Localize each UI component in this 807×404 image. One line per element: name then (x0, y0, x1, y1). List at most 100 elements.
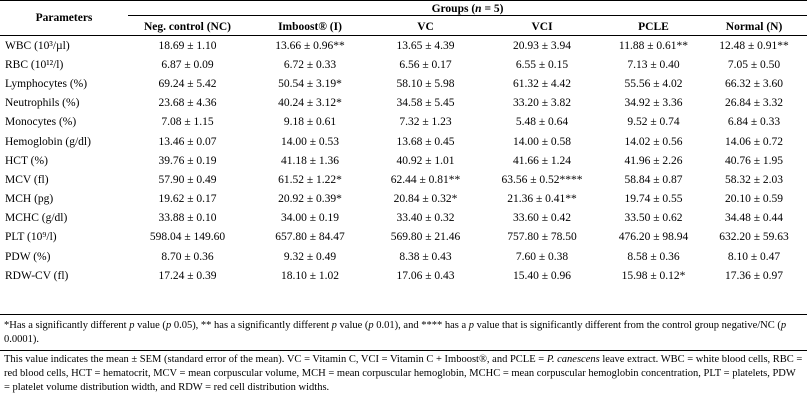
value-cell: 34.92 ± 3.36 (624, 97, 683, 110)
parameter-cell: RBC (10¹²/l) (5, 58, 64, 71)
column-header: Normal (N) (725, 20, 783, 33)
value-cell: 14.00 ± 0.58 (512, 135, 572, 148)
table-notes: *Has a significantly different p value (… (0, 319, 807, 395)
table-row: WBC (10³/µl) 18.69 ± 1.10 13.66 ± 0.96** 13… (0, 36, 807, 56)
value-cell: 14.00 ± 0.53 (280, 135, 340, 148)
value-cell: 18.10 ± 1.02 (280, 269, 340, 282)
value-cell: 19.62 ± 0.17 (158, 193, 217, 206)
column-header: Neg. control (NC) (144, 20, 231, 33)
value-cell: 632.20 ± 59.63 (719, 231, 789, 244)
value-cell: 57.90 ± 0.49 (158, 173, 217, 186)
value-cell: 757.80 ± 78.50 (507, 231, 577, 244)
value-cell: 69.24 ± 5.42 (158, 77, 217, 90)
table-row: HCT (%) 39.76 ± 0.19 41.18 ± 1.36 40.92 ± 1… (0, 151, 807, 170)
value-cell: 55.56 ± 4.02 (624, 77, 683, 90)
value-cell: 7.13 ± 0.40 (627, 58, 680, 71)
column-header: PCLE (638, 20, 669, 33)
value-cell: 41.96 ± 2.26 (624, 154, 683, 167)
column-header: VCI (531, 20, 553, 33)
value-cell: 26.84 ± 3.32 (725, 97, 784, 110)
value-cell: 17.36 ± 0.97 (725, 269, 784, 282)
parameter-cell: MCH (pg) (5, 193, 54, 206)
table-row: RBC (10¹²/l) 6.87 ± 0.09 6.72 ± 0.33 6.56 ±… (0, 55, 807, 74)
abbreviation-note: This value indicates the mean ± SEM (sta… (4, 354, 803, 393)
value-cell: 41.66 ± 1.24 (512, 154, 572, 167)
value-cell: 7.05 ± 0.50 (727, 58, 781, 71)
parameter-cell: MCHC (g/dl) (5, 212, 68, 225)
value-cell: 33.88 ± 0.10 (158, 212, 217, 225)
value-cell: 15.98 ± 0.12* (621, 269, 686, 282)
value-cell: 39.76 ± 0.19 (158, 154, 217, 167)
parameter-cell: RDW-CV (fl) (5, 269, 69, 282)
value-cell: 6.87 ± 0.09 (161, 58, 214, 71)
value-cell: 6.84 ± 0.33 (727, 116, 781, 129)
value-cell: 18.69 ± 1.10 (158, 39, 217, 52)
value-cell: 41.18 ± 1.36 (280, 154, 340, 167)
groups-header-label: Groups (n = 5) (128, 3, 807, 16)
value-cell: 21.36 ± 0.41** (507, 193, 577, 206)
value-cell: 40.92 ± 1.01 (396, 154, 455, 167)
groups-header: Groups (n = 5) (128, 0, 807, 18)
parameters-header: Parameters (0, 0, 128, 36)
parameter-cell: PDW (%) (5, 250, 51, 263)
value-cell: 33.60 ± 0.42 (512, 212, 572, 225)
value-cell: 11.88 ± 0.61** (618, 39, 689, 52)
value-cell: 58.32 ± 2.03 (725, 173, 784, 186)
value-cell: 66.32 ± 3.60 (725, 77, 784, 90)
value-cell: 34.48 ± 0.44 (725, 212, 784, 225)
value-cell: 476.20 ± 98.94 (618, 231, 689, 244)
parameter-cell: HCT (%) (5, 154, 48, 167)
value-cell: 8.10 ± 0.47 (727, 250, 781, 263)
value-cell: 40.24 ± 3.12* (278, 97, 342, 110)
parameter-cell: Monocytes (%) (5, 116, 77, 129)
value-cell: 20.10 ± 0.59 (725, 193, 784, 206)
value-cell: 17.24 ± 0.39 (158, 269, 217, 282)
column-header: VC (417, 20, 434, 33)
value-cell: 33.20 ± 3.82 (512, 97, 572, 110)
table-row: PLT (10⁹/l) 598.04 ± 149.60 657.80 ± 84.47… (0, 228, 807, 247)
column-header-row: Neg. control (NC) Imboost® (I) VC VCI PCLE No… (0, 18, 807, 36)
parameter-cell: Lymphocytes (%) (5, 77, 88, 90)
significance-note: *Has a significantly different p value (… (4, 320, 787, 345)
value-cell: 58.10 ± 5.98 (396, 77, 455, 90)
table-row: PDW (%) 8.70 ± 0.36 9.32 ± 0.49 8.38 ± 0.43… (0, 247, 807, 266)
value-cell: 7.08 ± 1.15 (161, 116, 214, 129)
parameter-cell: MCV (fl) (5, 173, 49, 186)
table-row: Monocytes (%) 7.08 ± 1.15 9.18 ± 0.61 7.32 … (0, 113, 807, 132)
value-cell: 7.32 ± 1.23 (399, 116, 452, 129)
value-cell: 63.56 ± 0.52**** (501, 173, 583, 186)
value-cell: 6.55 ± 0.15 (515, 58, 569, 71)
value-cell: 6.56 ± 0.17 (399, 58, 452, 71)
parameter-cell: WBC (10³/µl) (5, 39, 70, 52)
value-cell: 13.66 ± 0.96** (275, 39, 345, 52)
table-row: Neutrophils (%) 23.68 ± 4.36 40.24 ± 3.12*… (0, 94, 807, 113)
value-cell: 23.68 ± 4.36 (158, 97, 217, 110)
value-cell: 9.52 ± 0.74 (627, 116, 680, 129)
table-body: WBC (10³/µl) 18.69 ± 1.10 13.66 ± 0.96** 13… (0, 36, 807, 286)
value-cell: 8.58 ± 0.36 (627, 250, 680, 263)
value-cell: 7.60 ± 0.38 (515, 250, 569, 263)
table-header: Parameters Groups (n = 5) Neg. control (… (0, 0, 807, 36)
table-row: RDW-CV (fl) 17.24 ± 0.39 18.10 ± 1.02 17.06… (0, 266, 807, 285)
table-row: MCV (fl) 57.90 ± 0.49 61.52 ± 1.22* 62.44 ±… (0, 170, 807, 189)
value-cell: 598.04 ± 149.60 (149, 231, 226, 244)
table-bottom-rule (0, 314, 807, 315)
value-cell: 20.84 ± 0.32* (393, 193, 458, 206)
parameter-cell: PLT (10⁹/l) (5, 231, 57, 244)
value-cell: 61.52 ± 1.22* (278, 173, 342, 186)
value-cell: 19.74 ± 0.55 (624, 193, 683, 206)
value-cell: 62.44 ± 0.81** (390, 173, 461, 186)
value-cell: 9.32 ± 0.49 (283, 250, 337, 263)
value-cell: 14.02 ± 0.56 (624, 135, 683, 148)
value-cell: 20.93 ± 3.94 (512, 39, 572, 52)
value-cell: 40.76 ± 1.95 (725, 154, 784, 167)
parameter-cell: Neutrophils (%) (5, 97, 80, 110)
value-cell: 14.06 ± 0.72 (725, 135, 784, 148)
value-cell: 33.40 ± 0.32 (396, 212, 455, 225)
value-cell: 34.00 ± 0.19 (280, 212, 340, 225)
value-cell: 657.80 ± 84.47 (275, 231, 345, 244)
value-cell: 13.68 ± 0.45 (396, 135, 455, 148)
value-cell: 34.58 ± 5.45 (396, 97, 455, 110)
value-cell: 8.38 ± 0.43 (399, 250, 452, 263)
